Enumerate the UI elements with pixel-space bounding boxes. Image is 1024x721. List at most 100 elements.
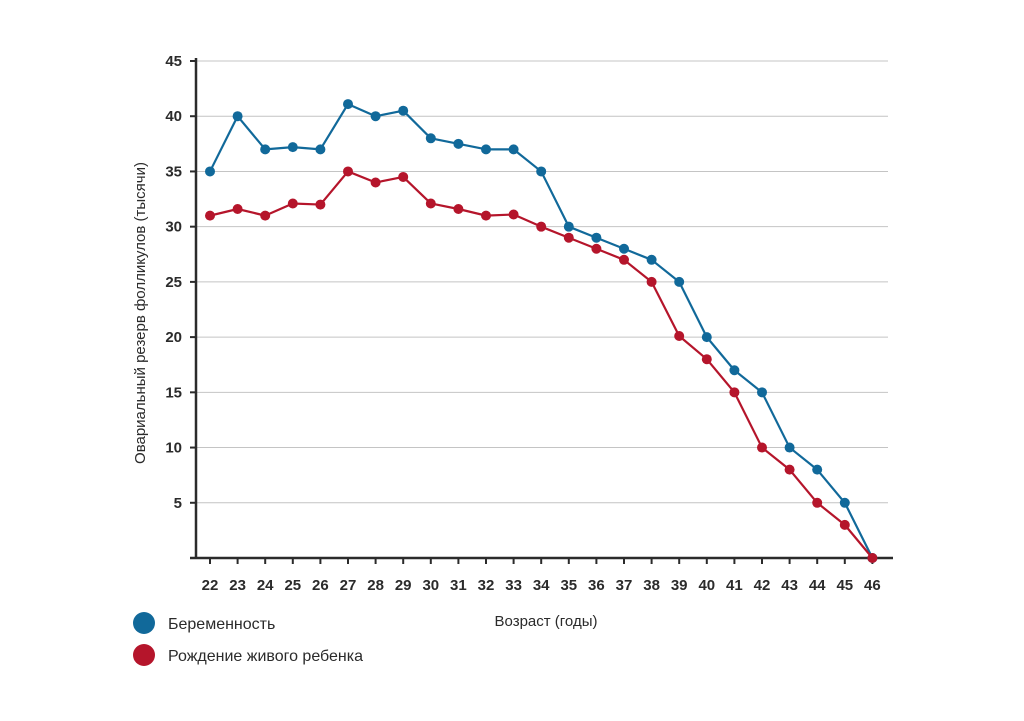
x-tick-label: 37 <box>616 577 633 594</box>
x-tick-label: 33 <box>505 577 522 594</box>
data-point <box>729 365 740 376</box>
data-point <box>232 203 243 214</box>
legend-marker-series-1 <box>133 644 155 666</box>
x-tick-label: 24 <box>257 577 274 594</box>
data-point <box>591 243 602 254</box>
data-point <box>839 497 850 508</box>
data-point <box>508 144 519 155</box>
data-point <box>536 221 547 232</box>
x-tick-label: 27 <box>340 577 357 594</box>
y-tick-label: 30 <box>165 219 182 236</box>
x-tick-label: 31 <box>450 577 467 594</box>
x-tick-label: 46 <box>864 577 881 594</box>
data-point <box>453 138 464 149</box>
y-tick-label: 10 <box>165 440 182 457</box>
data-point <box>425 133 436 144</box>
data-point <box>232 111 243 122</box>
data-point <box>729 387 740 398</box>
legend-marker-series-0 <box>133 612 155 634</box>
data-point <box>425 198 436 209</box>
data-point <box>646 254 657 265</box>
x-tick-label: 36 <box>588 577 605 594</box>
data-point <box>481 144 491 155</box>
data-point <box>591 232 602 243</box>
axes <box>190 58 893 560</box>
legend-item-series-0: Беременность <box>133 612 275 634</box>
data-point <box>646 276 657 287</box>
x-tick-labels: 22 23 24 25 26 27 28 29 30 31 32 33 34 35 36 37 38 39 40 41… <box>202 577 881 594</box>
y-tick-label: 5 <box>174 495 182 512</box>
data-point <box>370 177 381 188</box>
data-point <box>536 166 547 177</box>
data-point <box>260 144 271 155</box>
data-point <box>757 442 767 453</box>
data-point <box>315 144 326 155</box>
data-point <box>619 254 629 265</box>
legend: Беременность Рождение живого ребенка <box>133 612 363 666</box>
data-point <box>398 105 409 116</box>
data-point <box>839 519 850 530</box>
data-point <box>867 553 878 563</box>
x-tick-label: 42 <box>754 577 771 594</box>
data-point <box>619 243 629 254</box>
data-point <box>674 276 685 287</box>
series-1 <box>205 166 878 563</box>
x-tick-label: 29 <box>395 577 412 594</box>
y-tick-label: 20 <box>165 329 182 346</box>
y-tick-label: 15 <box>165 384 182 401</box>
data-point <box>508 209 519 220</box>
x-tick-label: 35 <box>560 577 577 594</box>
data-point <box>398 171 409 182</box>
x-tick-label: 45 <box>836 577 853 594</box>
x-tick-label: 43 <box>781 577 798 594</box>
data-point <box>563 221 574 232</box>
data-point <box>343 166 353 177</box>
legend-item-series-1: Рождение живого ребенка <box>133 644 363 666</box>
series-0 <box>205 99 878 563</box>
y-axis-title: Овариальный резерв фолликулов (тысячи) <box>132 162 149 464</box>
y-tick-label: 40 <box>165 108 182 125</box>
x-axis-title: Возраст (годы) <box>495 613 598 630</box>
x-tick-label: 41 <box>726 577 743 594</box>
data-point <box>674 331 685 342</box>
data-point <box>205 166 215 177</box>
data-point <box>812 464 823 475</box>
data-point <box>287 198 298 209</box>
x-tick-label: 44 <box>809 577 826 594</box>
data-point <box>260 210 271 221</box>
data-point <box>563 232 574 243</box>
x-tick-label: 28 <box>367 577 384 594</box>
data-point <box>701 354 712 365</box>
data-point <box>701 332 712 343</box>
data-point <box>453 203 464 214</box>
data-point <box>784 442 795 453</box>
x-tick-label: 34 <box>533 577 550 594</box>
x-tick-label: 23 <box>229 577 246 594</box>
legend-label-series-1: Рождение живого ребенка <box>168 648 363 665</box>
data-point <box>315 199 326 210</box>
y-tick-label: 25 <box>165 274 182 291</box>
data-point <box>784 464 795 475</box>
x-tick-label: 40 <box>698 577 715 594</box>
y-tick-labels: 5 10 15 20 25 30 35 40 45 <box>165 53 182 512</box>
data-point <box>481 210 491 221</box>
legend-label-series-0: Беременность <box>168 616 275 633</box>
data-point <box>343 99 353 110</box>
x-tick-label: 30 <box>422 577 439 594</box>
data-point <box>757 387 767 398</box>
x-tick-label: 26 <box>312 577 329 594</box>
data-point <box>812 497 823 508</box>
x-tick-label: 38 <box>643 577 660 594</box>
data-point <box>205 210 215 221</box>
x-tick-label: 25 <box>284 577 301 594</box>
y-tick-label: 35 <box>165 163 182 180</box>
y-tick-label: 45 <box>165 53 182 70</box>
gridlines <box>190 60 888 564</box>
x-tick-label: 39 <box>671 577 688 594</box>
data-point <box>287 142 298 153</box>
series-layer <box>205 99 878 563</box>
data-point <box>370 111 381 122</box>
x-tick-label: 22 <box>202 577 219 594</box>
x-tick-label: 32 <box>478 577 495 594</box>
